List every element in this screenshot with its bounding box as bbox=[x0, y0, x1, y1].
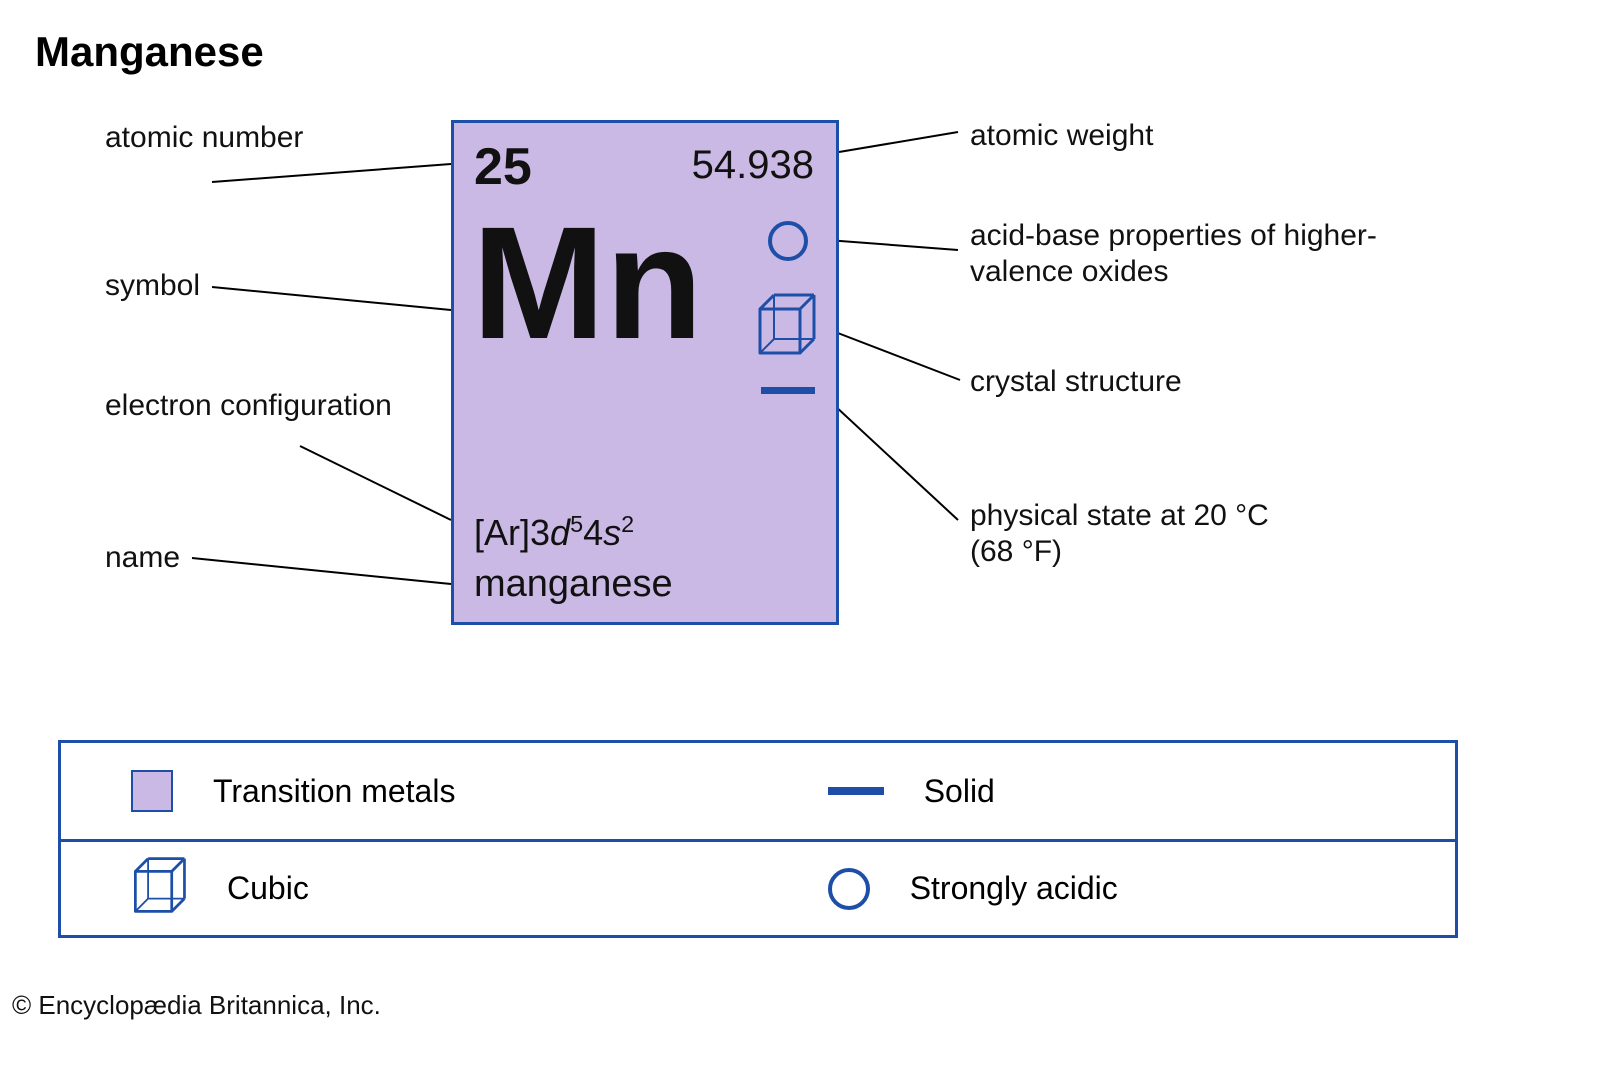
crystal-cube-icon bbox=[756, 291, 816, 362]
legend-row: Transition metals Solid bbox=[61, 743, 1455, 839]
label-acid-base: acid-base properties of higher-valence o… bbox=[970, 218, 1390, 290]
solid-bar-icon bbox=[828, 787, 884, 795]
transition-metals-swatch-icon bbox=[131, 770, 173, 812]
diagram-container: Manganese atomic number symbol electron … bbox=[0, 0, 1600, 1068]
label-electron-config: electron configuration bbox=[105, 388, 392, 424]
element-name: manganese bbox=[474, 563, 673, 606]
copyright-text: © Encyclopædia Britannica, Inc. bbox=[12, 990, 381, 1021]
legend: Transition metals Solid bbox=[58, 740, 1458, 938]
label-physical-state: physical state at 20 °C (68 °F) bbox=[970, 498, 1290, 570]
element-tile: 25 54.938 Mn [Ar]3d54s2 bbox=[451, 120, 839, 625]
atomic-weight-value: 54.938 bbox=[692, 143, 814, 188]
label-atomic-weight: atomic weight bbox=[970, 118, 1153, 154]
legend-item-transition-metals: Transition metals bbox=[61, 770, 828, 812]
legend-label: Strongly acidic bbox=[910, 870, 1118, 907]
atomic-number-value: 25 bbox=[474, 137, 532, 197]
element-symbol: Mn bbox=[472, 203, 703, 363]
electron-configuration: [Ar]3d54s2 bbox=[474, 511, 634, 554]
legend-item-cubic: Cubic bbox=[61, 855, 828, 923]
physical-state-bar-icon bbox=[761, 387, 815, 394]
label-name: name bbox=[105, 540, 180, 576]
legend-item-strongly-acidic: Strongly acidic bbox=[828, 868, 1455, 910]
cubic-cube-icon bbox=[131, 855, 187, 923]
acid-base-circle-icon bbox=[768, 221, 808, 261]
legend-item-solid: Solid bbox=[828, 773, 1455, 810]
legend-label: Solid bbox=[924, 773, 995, 810]
strongly-acidic-circle-icon bbox=[828, 868, 870, 910]
legend-row: Cubic Strongly acidic bbox=[61, 839, 1455, 935]
label-crystal-structure: crystal structure bbox=[970, 364, 1182, 400]
legend-label: Cubic bbox=[227, 870, 309, 907]
label-atomic-number: atomic number bbox=[105, 120, 303, 156]
page-title: Manganese bbox=[35, 28, 264, 76]
label-symbol: symbol bbox=[105, 268, 200, 304]
legend-label: Transition metals bbox=[213, 773, 455, 810]
